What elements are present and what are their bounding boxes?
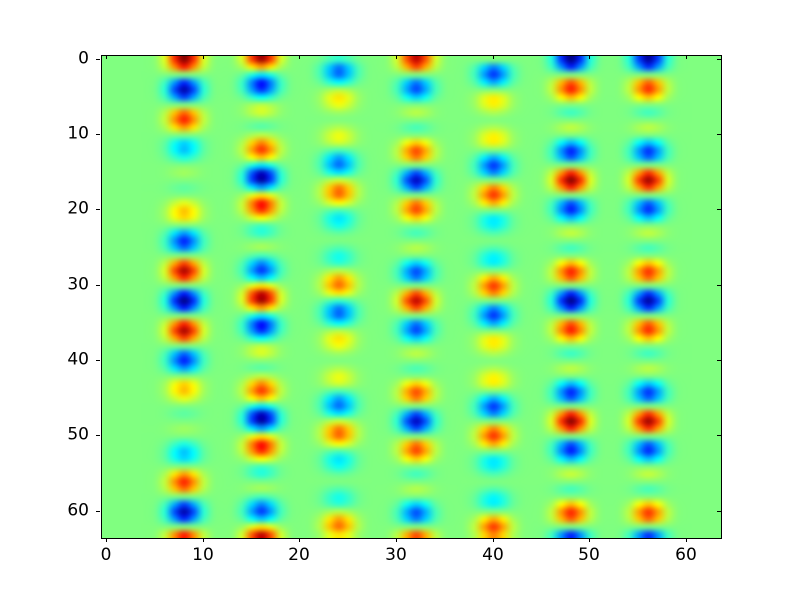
y-tick-mark-right bbox=[717, 134, 721, 135]
x-tick-mark bbox=[106, 538, 107, 542]
x-tick-label: 30 bbox=[385, 545, 407, 565]
x-tick-mark-top bbox=[106, 55, 107, 59]
y-tick-mark-right bbox=[717, 435, 721, 436]
y-tick-mark bbox=[96, 285, 100, 286]
y-tick-label: 20 bbox=[67, 198, 89, 219]
y-tick-label: 40 bbox=[67, 349, 89, 370]
y-tick-mark bbox=[96, 59, 100, 60]
x-tick-mark bbox=[396, 538, 397, 542]
x-tick-label: 60 bbox=[675, 545, 697, 565]
y-tick-mark-right bbox=[717, 59, 721, 60]
y-tick-label: 50 bbox=[67, 424, 89, 445]
y-tick-mark-right bbox=[717, 360, 721, 361]
y-tick-mark bbox=[96, 360, 100, 361]
x-tick-mark bbox=[493, 538, 494, 542]
x-tick-label: 10 bbox=[192, 545, 214, 565]
heatmap-image bbox=[102, 56, 721, 538]
x-tick-label: 40 bbox=[482, 545, 504, 565]
y-tick-mark bbox=[96, 134, 100, 135]
x-tick-mark bbox=[589, 538, 590, 542]
y-tick-mark-right bbox=[717, 285, 721, 286]
y-tick-label: 60 bbox=[67, 500, 89, 521]
y-tick-mark bbox=[96, 511, 100, 512]
x-tick-mark bbox=[686, 538, 687, 542]
y-tick-mark-right bbox=[717, 209, 721, 210]
y-tick-label: 10 bbox=[67, 123, 89, 144]
y-tick-label: 0 bbox=[78, 48, 89, 69]
y-tick-label: 30 bbox=[67, 274, 89, 295]
heatmap-axes bbox=[101, 55, 722, 539]
x-tick-mark bbox=[203, 538, 204, 542]
y-tick-mark bbox=[96, 435, 100, 436]
x-tick-label: 20 bbox=[288, 545, 310, 565]
x-tick-label: 0 bbox=[100, 545, 112, 565]
x-tick-mark bbox=[299, 538, 300, 542]
x-tick-mark-top bbox=[299, 55, 300, 59]
x-tick-mark-top bbox=[203, 55, 204, 59]
y-tick-mark-right bbox=[717, 511, 721, 512]
x-tick-label: 50 bbox=[578, 545, 600, 565]
x-tick-mark-top bbox=[686, 55, 687, 59]
y-tick-mark bbox=[96, 209, 100, 210]
x-tick-mark-top bbox=[493, 55, 494, 59]
x-tick-mark-top bbox=[589, 55, 590, 59]
x-tick-mark-top bbox=[396, 55, 397, 59]
